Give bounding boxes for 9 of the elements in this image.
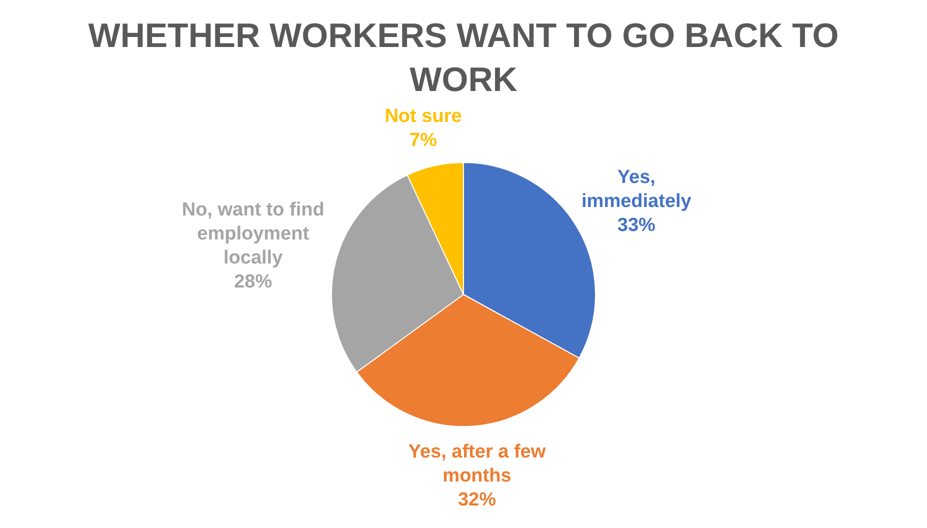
slice-label: No, want to find employment locally [182,199,324,268]
data-label: 7% [410,130,438,151]
slice-label: Yes, immediately [582,167,692,212]
chart-title: WHETHER WORKERS WANT TO GO BACK TO WORK [87,16,840,101]
data-label: 28% [234,271,272,292]
data-label: 33% [617,215,656,236]
slice-label: Yes, after a few months [408,441,546,486]
data-label: 32% [458,489,496,510]
slice-label: Not sure [384,106,462,127]
